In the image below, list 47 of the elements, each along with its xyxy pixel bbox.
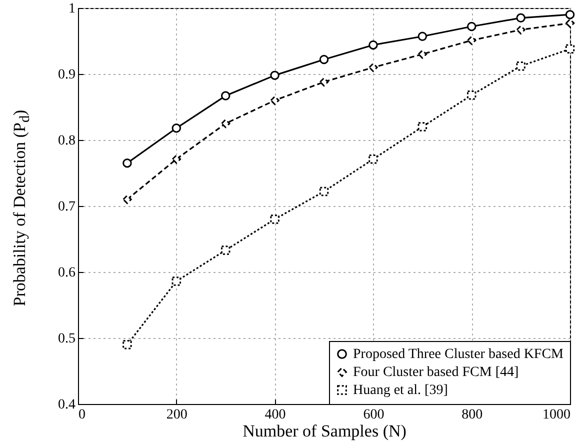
x-tick-label: 400 [264,408,286,422]
point [319,77,329,87]
y-tick-label: 0.4 [58,398,76,412]
point [319,186,329,196]
point [418,122,428,132]
point [516,25,526,34]
point [172,276,182,286]
point [319,54,329,64]
point [565,10,575,20]
point [418,50,428,59]
x-tick-label: 600 [363,408,384,422]
point [565,44,575,54]
point [220,246,230,255]
point [466,90,476,100]
y-tick-label: 0.5 [58,332,76,346]
point [172,154,182,164]
point [565,18,575,28]
point [220,118,230,128]
point [368,154,378,164]
legend-label: Four Cluster based FCM [44] [353,365,519,380]
x-tick-label: 800 [462,408,483,422]
x-axis-title: Number of Samples (N) [242,422,406,440]
point [270,214,280,224]
point [466,36,476,45]
point [368,40,378,50]
x-tick-label: 1000 [542,408,570,422]
y-tick-label: 1 [68,2,76,16]
y-tick-label: 0.7 [58,200,76,214]
x-tick-label: 200 [166,408,188,422]
point [122,158,132,168]
point [270,70,280,80]
x-tick-label: 0 [78,408,86,422]
point [220,91,230,100]
y-tick-label: 0.6 [58,266,76,280]
y-tick-label: 0.8 [58,134,76,148]
point [516,13,526,23]
point [172,124,182,133]
point [466,22,476,32]
y-tick-label: 0.9 [58,68,76,82]
point [122,194,132,204]
point [368,62,378,72]
point [122,340,132,350]
point [270,96,280,106]
point [418,32,428,41]
legend-label: Huang et al. [39] [353,383,448,398]
point [516,61,526,71]
legend-label: Proposed Three Cluster based KFCM [353,347,564,362]
